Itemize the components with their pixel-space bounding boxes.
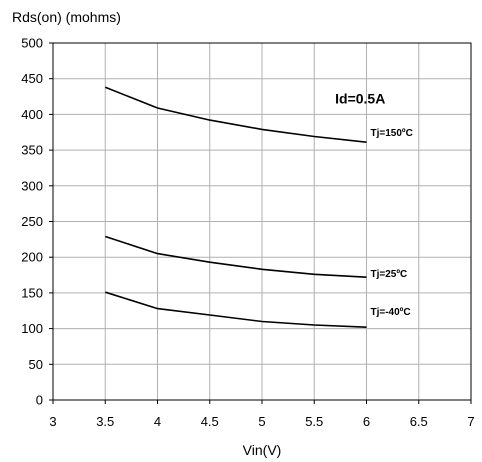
x-tick-labels: 3 3.5 4 4.5 5 5.5 6 6.5 7 bbox=[49, 400, 475, 429]
y-tick-label: 450 bbox=[21, 71, 43, 86]
series-line-2 bbox=[105, 291, 367, 328]
x-tick-label: 7 bbox=[467, 414, 474, 429]
x-tick-label: 4 bbox=[154, 414, 161, 429]
y-tick-label: 150 bbox=[21, 285, 43, 300]
y-tick-label: 200 bbox=[21, 250, 43, 265]
series-label-1: Tj=25ºC bbox=[371, 269, 408, 280]
x-tick-label: 5.5 bbox=[305, 414, 323, 429]
series-line-0 bbox=[105, 86, 367, 143]
condition-annotation: Id=0.5A bbox=[335, 91, 385, 107]
x-tick-label: 3.5 bbox=[96, 414, 114, 429]
x-tick-label: 3 bbox=[49, 414, 56, 429]
series-label-0: Tj=150ºC bbox=[371, 128, 413, 139]
series-label-2: Tj=-40ºC bbox=[371, 307, 411, 318]
y-tick-label: 250 bbox=[21, 214, 43, 229]
series-labels: Tj=150ºC Tj=25ºC Tj=-40ºC bbox=[371, 128, 413, 318]
y-tick-label: 400 bbox=[21, 107, 43, 122]
x-tick-label: 4.5 bbox=[201, 414, 219, 429]
y-tick-labels: 0 50 100 150 200 250 300 350 400 450 500 bbox=[21, 36, 53, 408]
y-axis-label: Rds(on) (mohms) bbox=[12, 9, 121, 25]
y-tick-label: 500 bbox=[21, 36, 43, 51]
x-tick-label: 5 bbox=[258, 414, 265, 429]
x-axis-label: Vin(V) bbox=[243, 442, 282, 458]
y-tick-label: 50 bbox=[29, 357, 43, 372]
x-tick-label: 6 bbox=[363, 414, 370, 429]
series-lines bbox=[105, 86, 367, 328]
grid-lines bbox=[52, 42, 472, 401]
y-tick-label: 350 bbox=[21, 143, 43, 158]
y-tick-label: 300 bbox=[21, 178, 43, 193]
x-tick-label: 6.5 bbox=[410, 414, 428, 429]
series-line-1 bbox=[105, 235, 367, 278]
y-tick-label: 0 bbox=[36, 393, 43, 408]
y-tick-label: 100 bbox=[21, 321, 43, 336]
